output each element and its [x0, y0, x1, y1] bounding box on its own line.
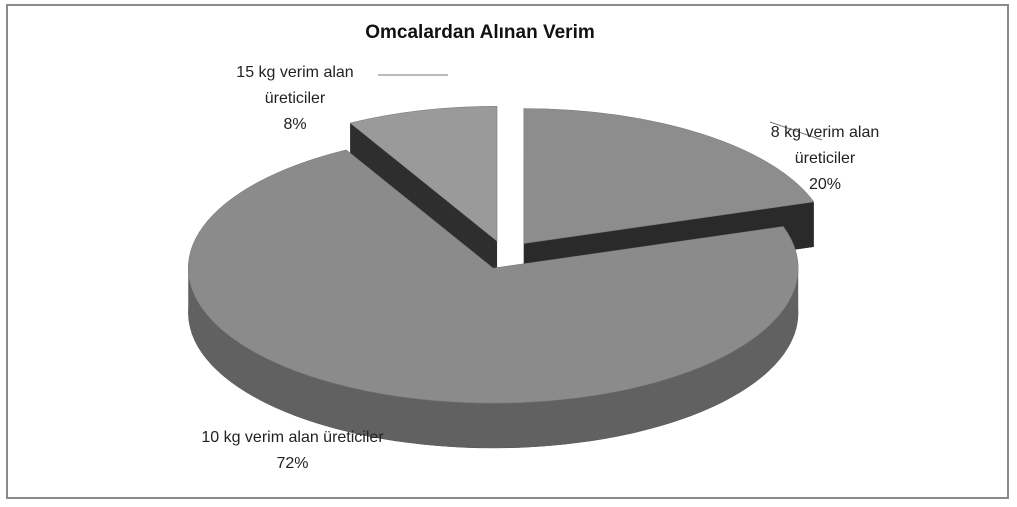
category-label: 15 kg verim alan üreticiler	[236, 64, 354, 107]
category-label: 8 kg verim alan üreticiler	[770, 124, 880, 167]
value-label: 72%	[276, 455, 309, 472]
chart-frame	[6, 4, 1009, 499]
leader-line	[769, 121, 823, 141]
slice-top	[523, 108, 815, 244]
data-label: 8 kg verim alan üreticiler 20%	[745, 120, 905, 198]
category-label: 10 kg verim alan üreticiler	[201, 429, 384, 446]
data-label: 15 kg verim alan üreticiler 8%	[205, 60, 385, 138]
chart-title: Omcalardan Alınan Verim	[365, 22, 595, 43]
value-label: 20%	[808, 176, 842, 193]
slice-wall	[188, 268, 799, 449]
data-label: 10 kg verim alan üreticiler 72%	[200, 425, 385, 477]
value-label: 8%	[283, 116, 307, 133]
slice	[188, 149, 799, 449]
slice-top	[349, 106, 498, 242]
slice-top	[188, 149, 799, 404]
